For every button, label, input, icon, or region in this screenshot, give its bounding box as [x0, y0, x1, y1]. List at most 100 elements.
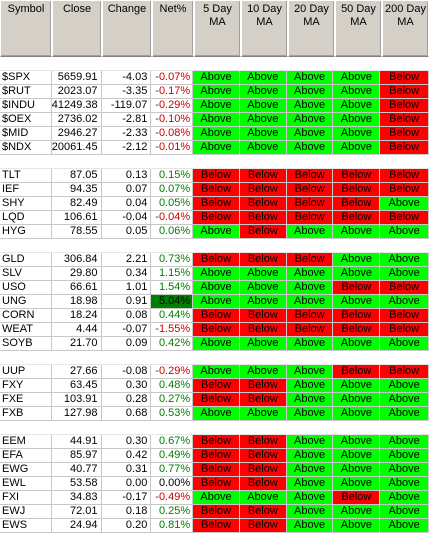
ma5-status-cell: Below: [193, 323, 240, 337]
net-percent-cell: 0.53%: [151, 407, 194, 421]
table-row[interactable]: $OEX 2736.02 -2.81 -0.10% Above Above Above Abo…: [0, 113, 429, 127]
ma10-status-cell: Below: [239, 519, 287, 533]
table-row[interactable]: $NDX 20061.45 -2.12 -0.01% Above Above Above Ab…: [0, 141, 429, 155]
close-cell: 21.70: [51, 337, 102, 351]
table-row[interactable]: FXE 103.91 0.28 0.27% Below Below Above Above Ab…: [0, 393, 429, 407]
ma10-status-cell: Above: [239, 365, 287, 379]
table-row[interactable]: FXI 34.83 -0.17 -0.49% Above Above Above Below A…: [0, 491, 429, 505]
column-header-symbol[interactable]: Symbol: [0, 0, 52, 57]
column-header-net[interactable]: Net%: [152, 0, 194, 57]
close-cell: 66.61: [51, 281, 102, 295]
ma5-status-cell: Below: [193, 519, 240, 533]
table-row[interactable]: FXY 63.45 0.30 0.48% Below Below Above Above Abo…: [0, 379, 429, 393]
grid-body: $SPX 5659.91 -4.03 -0.07% Above Above Above Abo…: [0, 57, 429, 533]
table-row[interactable]: EWG 40.77 0.31 0.77% Below Below Above Above Abo…: [0, 463, 429, 477]
table-row[interactable]: $SPX 5659.91 -4.03 -0.07% Above Above Above Abo…: [0, 71, 429, 85]
ma20-status-cell: Above: [286, 85, 334, 99]
net-percent-cell: -0.07%: [151, 71, 194, 85]
ma20-status-cell: Above: [286, 99, 334, 113]
net-percent-cell: 0.06%: [151, 225, 194, 239]
ma50-status-cell: Below: [333, 169, 381, 183]
net-percent-cell: 0.42%: [151, 337, 194, 351]
close-cell: 34.83: [51, 491, 102, 505]
table-row[interactable]: EWL 53.58 0.00 0.00% Below Below Above Above Abo…: [0, 477, 429, 491]
close-cell: 44.91: [51, 435, 102, 449]
net-percent-cell: -0.49%: [151, 491, 194, 505]
symbol-cell: GLD: [0, 253, 52, 267]
table-row[interactable]: WEAT 4.44 -0.07 -1.55% Below Below Below Below B…: [0, 323, 429, 337]
ma5-status-cell: Above: [193, 225, 240, 239]
table-row[interactable]: CORN 18.24 0.08 0.44% Below Below Below Below Be…: [0, 309, 429, 323]
ma10-status-cell: Below: [239, 477, 287, 491]
table-row[interactable]: IEF 94.35 0.07 0.07% Below Below Below Below Bel…: [0, 183, 429, 197]
table-row[interactable]: EWJ 72.01 0.18 0.25% Below Below Above Above Abo…: [0, 505, 429, 519]
ma5-status-cell: Above: [193, 337, 240, 351]
ma50-status-cell: Above: [333, 113, 381, 127]
ma5-status-cell: Above: [193, 71, 240, 85]
change-cell: 0.28: [101, 393, 152, 407]
close-cell: 27.66: [51, 365, 102, 379]
table-row[interactable]: SLV 29.80 0.34 1.15% Above Above Above Above Abo…: [0, 267, 429, 281]
ma200-status-cell: Below: [380, 99, 429, 113]
table-row[interactable]: UNG 18.98 0.91 5.04% Above Above Above Above Abo…: [0, 295, 429, 309]
table-row[interactable]: FXB 127.98 0.68 0.53% Above Above Above Above Ab…: [0, 407, 429, 421]
net-percent-cell: -0.08%: [151, 127, 194, 141]
ma200-status-cell: Below: [380, 113, 429, 127]
close-cell: 5659.91: [51, 71, 102, 85]
ma5-status-cell: Below: [193, 449, 240, 463]
table-row[interactable]: EFA 85.97 0.42 0.49% Below Below Above Above Abo…: [0, 449, 429, 463]
change-cell: 0.09: [101, 337, 152, 351]
change-cell: 0.05: [101, 225, 152, 239]
table-row[interactable]: $MID 2946.27 -2.33 -0.08% Above Above Above Abo…: [0, 127, 429, 141]
ma50-status-cell: Above: [333, 267, 381, 281]
change-cell: 0.30: [101, 379, 152, 393]
table-row[interactable]: LQD 106.61 -0.04 -0.04% Below Below Below Below…: [0, 211, 429, 225]
ma20-status-cell: Above: [286, 127, 334, 141]
table-row[interactable]: SHY 82.49 0.04 0.05% Below Below Below Below Abo…: [0, 197, 429, 211]
table-row[interactable]: EWS 24.94 0.20 0.81% Below Below Above Above Abo…: [0, 519, 429, 533]
table-row[interactable]: UUP 27.66 -0.08 -0.29% Above Above Above Below B…: [0, 365, 429, 379]
table-row[interactable]: EEM 44.91 0.30 0.67% Below Below Above Above Abo…: [0, 435, 429, 449]
column-header-close[interactable]: Close: [52, 0, 102, 57]
table-row[interactable]: SOYB 21.70 0.09 0.42% Above Above Above Above Ab…: [0, 337, 429, 351]
ma50-status-cell: Above: [333, 127, 381, 141]
close-cell: 82.49: [51, 197, 102, 211]
column-header-change[interactable]: Change: [102, 0, 152, 57]
close-cell: 2946.27: [51, 127, 102, 141]
ma20-status-cell: Above: [286, 225, 334, 239]
table-row[interactable]: GLD 306.84 2.21 0.73% Below Below Below Above Ab…: [0, 253, 429, 267]
ma50-status-cell: Above: [333, 393, 381, 407]
ma200-status-cell: Below: [380, 211, 429, 225]
table-row[interactable]: $INDU 41249.38 -119.07 -0.29% Above Above Abov…: [0, 99, 429, 113]
table-row[interactable]: HYG 78.55 0.05 0.06% Above Below Above Above Abo…: [0, 225, 429, 239]
net-percent-cell: 0.77%: [151, 463, 194, 477]
net-percent-cell: 0.00%: [151, 477, 194, 491]
ma50-status-cell: Above: [333, 449, 381, 463]
change-cell: 0.18: [101, 505, 152, 519]
symbol-cell: USO: [0, 281, 52, 295]
symbol-cell: LQD: [0, 211, 52, 225]
column-header-ma20[interactable]: 20 Day MA: [288, 0, 335, 57]
column-header-ma10[interactable]: 10 Day MA: [241, 0, 288, 57]
symbol-cell: $NDX: [0, 141, 52, 155]
ma10-status-cell: Above: [239, 267, 287, 281]
close-cell: 87.05: [51, 169, 102, 183]
close-cell: 306.84: [51, 253, 102, 267]
change-cell: 2.21: [101, 253, 152, 267]
column-header-ma5[interactable]: 5 Day MA: [194, 0, 241, 57]
column-header-ma200[interactable]: 200 Day MA: [382, 0, 429, 57]
net-percent-cell: -0.29%: [151, 99, 194, 113]
ma200-status-cell: Above: [380, 379, 429, 393]
ma200-status-cell: Above: [380, 519, 429, 533]
change-cell: -0.07: [101, 323, 152, 337]
table-row[interactable]: USO 66.61 1.01 1.54% Above Above Above Below Bel…: [0, 281, 429, 295]
ma200-status-cell: Above: [380, 449, 429, 463]
ma200-status-cell: Above: [380, 491, 429, 505]
ma20-status-cell: Below: [286, 253, 334, 267]
table-row[interactable]: $RUT 2023.07 -3.35 -0.17% Above Above Above Abo…: [0, 85, 429, 99]
table-row[interactable]: TLT 87.05 0.13 0.15% Below Below Below Below Bel…: [0, 169, 429, 183]
net-percent-cell: -1.55%: [151, 323, 194, 337]
symbol-cell: TLT: [0, 169, 52, 183]
ma5-status-cell: Above: [193, 491, 240, 505]
column-header-ma50[interactable]: 50 Day MA: [335, 0, 382, 57]
